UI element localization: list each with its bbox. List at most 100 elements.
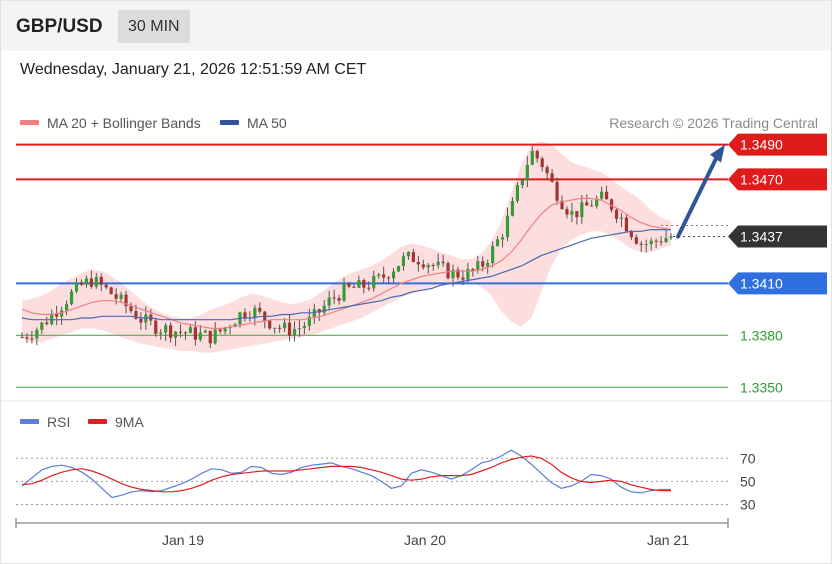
candle-body bbox=[550, 173, 554, 182]
price-tags-layer: 1.3490 1.3470 1.3410 1.3380 1.3350 1.3437 bbox=[728, 133, 827, 395]
rsi-9ma-line bbox=[21, 455, 671, 493]
current-price-tag-bg bbox=[728, 225, 827, 248]
candle-body bbox=[64, 304, 69, 311]
candle-body bbox=[520, 180, 524, 186]
candle-body bbox=[114, 294, 118, 299]
candle-body bbox=[590, 205, 594, 207]
candle-body bbox=[208, 330, 212, 344]
candle-body bbox=[525, 164, 529, 181]
candle-body bbox=[406, 252, 411, 257]
candle-body bbox=[614, 209, 619, 219]
candle-body bbox=[223, 327, 227, 332]
candle-body bbox=[104, 284, 108, 288]
candle-body bbox=[60, 310, 64, 317]
candle-body bbox=[347, 283, 351, 287]
ma50-legend-swatch bbox=[220, 120, 239, 125]
candle-body bbox=[74, 282, 79, 292]
rsi-ma-legend-label: 9MA bbox=[115, 414, 144, 430]
timeframe-badge[interactable]: 30 MIN bbox=[118, 10, 190, 43]
candle-body bbox=[540, 158, 544, 168]
candle-body bbox=[99, 276, 103, 285]
candle-body bbox=[481, 261, 485, 267]
level-lines-layer bbox=[16, 143, 728, 388]
candle-body bbox=[25, 337, 29, 339]
candle-body bbox=[416, 261, 420, 265]
candle-body bbox=[604, 191, 609, 200]
candle-body bbox=[362, 280, 366, 288]
candle-body bbox=[609, 199, 614, 210]
candle-body bbox=[401, 256, 406, 266]
level-tag-1.3410-bg bbox=[728, 272, 827, 295]
moving-average-layer bbox=[21, 144, 728, 329]
candle-body bbox=[297, 328, 302, 330]
candle-body bbox=[198, 332, 202, 340]
candle-body bbox=[45, 322, 49, 325]
candle-body bbox=[302, 326, 306, 329]
candle-body bbox=[634, 237, 638, 244]
candle-body bbox=[436, 261, 440, 266]
candle-body bbox=[515, 185, 520, 202]
candle-body bbox=[595, 198, 599, 207]
candle-body bbox=[372, 275, 376, 289]
candle-body bbox=[654, 240, 658, 242]
candle-body bbox=[659, 241, 663, 243]
candle-body bbox=[560, 200, 564, 210]
candle-body bbox=[40, 322, 44, 330]
candle-body bbox=[169, 325, 173, 338]
candle-body bbox=[649, 240, 653, 245]
projection-arrow-shaft bbox=[676, 154, 719, 239]
candle-body bbox=[203, 330, 207, 333]
rsi-tick-label-70: 70 bbox=[740, 450, 756, 466]
candle-body bbox=[154, 320, 158, 334]
candle-body bbox=[396, 265, 401, 272]
ma20-legend-label: MA 20 + Bollinger Bands bbox=[47, 115, 201, 131]
candle-body bbox=[411, 252, 415, 262]
candle-body bbox=[218, 329, 222, 332]
candle-body bbox=[278, 327, 282, 329]
level-tag-1.3490-text: 1.3490 bbox=[740, 137, 783, 153]
ma20-legend-swatch bbox=[20, 120, 39, 125]
candle-body bbox=[500, 237, 505, 240]
ma20-line bbox=[21, 197, 672, 329]
candle-body bbox=[505, 215, 510, 238]
candle-body bbox=[253, 307, 257, 318]
candle-body bbox=[580, 202, 584, 218]
candle-body bbox=[188, 327, 193, 333]
candle-body bbox=[476, 261, 480, 271]
chart-header: GBP/USD 30 MIN bbox=[1, 1, 831, 51]
rsi-legend-label: RSI bbox=[47, 414, 70, 430]
candle-body bbox=[134, 311, 138, 319]
candle-body bbox=[565, 209, 569, 215]
rsi-legend-swatch bbox=[20, 419, 39, 424]
candle-body bbox=[193, 327, 197, 340]
current-price-tag-text: 1.3437 bbox=[740, 229, 783, 245]
candle-body bbox=[89, 278, 93, 287]
candle-body bbox=[451, 269, 455, 279]
candle-body bbox=[461, 277, 465, 280]
support-label-1.3380: 1.3380 bbox=[740, 327, 783, 343]
rsi-tick-label-30: 30 bbox=[740, 496, 756, 512]
candle-body bbox=[55, 313, 59, 317]
candle-body bbox=[337, 298, 341, 301]
candle-body bbox=[258, 307, 262, 312]
candle-body bbox=[213, 329, 217, 344]
candle-body bbox=[570, 211, 574, 215]
candle-body bbox=[555, 181, 559, 201]
candle-body bbox=[273, 327, 277, 329]
level-tag-1.3470-text: 1.3470 bbox=[740, 171, 783, 187]
candle-body bbox=[545, 167, 549, 174]
candle-body bbox=[352, 286, 356, 288]
candle-body bbox=[292, 329, 297, 336]
candle-body bbox=[282, 322, 287, 329]
candle-body bbox=[139, 318, 143, 323]
candle-body bbox=[312, 309, 316, 317]
support-label-1.3350: 1.3350 bbox=[740, 379, 783, 395]
rsi-line bbox=[21, 449, 671, 499]
bollinger-band-area bbox=[22, 141, 671, 353]
candle-body bbox=[342, 283, 346, 301]
candle-body bbox=[486, 262, 490, 267]
candle-body bbox=[441, 261, 445, 264]
bollinger-band-layer bbox=[22, 141, 671, 353]
